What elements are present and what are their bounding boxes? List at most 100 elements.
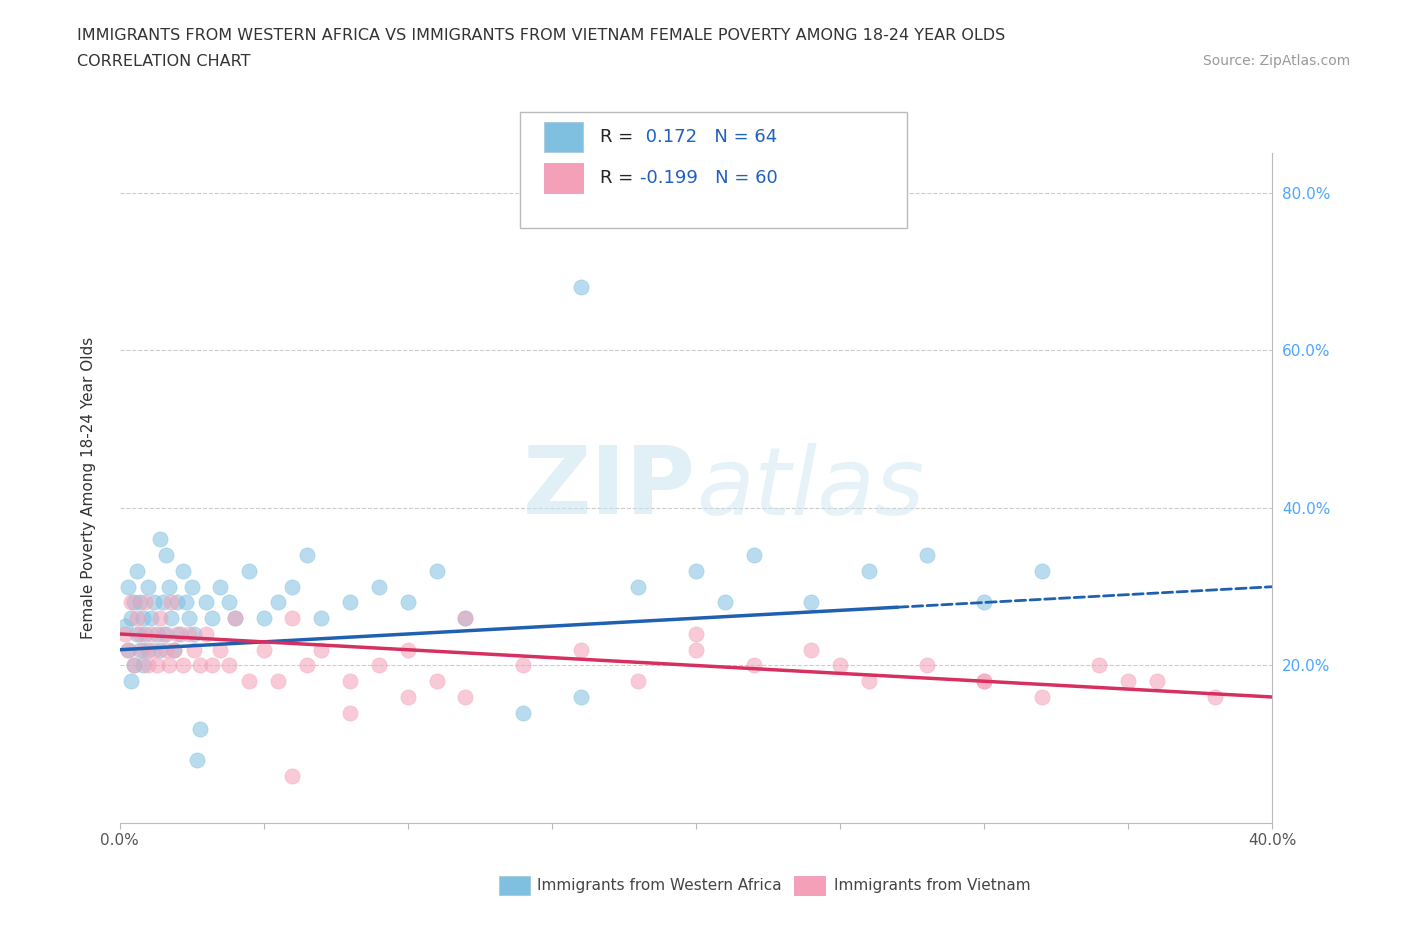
Text: CORRELATION CHART: CORRELATION CHART	[77, 54, 250, 69]
Point	[209, 579, 232, 594]
Point	[160, 611, 183, 626]
Point	[267, 595, 290, 610]
Point	[685, 564, 707, 578]
Point	[122, 658, 145, 673]
Point	[183, 643, 205, 658]
Point	[180, 579, 202, 594]
Point	[915, 658, 938, 673]
Point	[125, 564, 148, 578]
Point	[188, 721, 211, 736]
Point	[114, 627, 136, 642]
Point	[1116, 674, 1139, 689]
Point	[114, 618, 136, 633]
Point	[152, 627, 174, 642]
Point	[339, 705, 361, 720]
Point	[742, 658, 765, 673]
Text: atlas: atlas	[696, 443, 924, 534]
Point	[267, 674, 290, 689]
Point	[973, 674, 995, 689]
Point	[253, 643, 276, 658]
Point	[160, 595, 183, 610]
Point	[238, 564, 260, 578]
Point	[569, 280, 592, 295]
Point	[117, 643, 139, 658]
Point	[169, 627, 191, 642]
Point	[512, 705, 534, 720]
Point	[201, 658, 224, 673]
Text: R =: R =	[600, 127, 640, 146]
Point	[1031, 564, 1053, 578]
Point	[281, 768, 304, 783]
Point	[128, 643, 150, 658]
Point	[396, 643, 419, 658]
Point	[218, 595, 240, 610]
Point	[155, 643, 177, 658]
Point	[157, 579, 180, 594]
Point	[146, 627, 169, 642]
Point	[125, 627, 148, 642]
Point	[138, 658, 160, 673]
Point	[138, 579, 160, 594]
Point	[134, 627, 156, 642]
Point	[128, 595, 150, 610]
Point	[224, 611, 246, 626]
Point	[858, 564, 880, 578]
Point	[122, 658, 145, 673]
Point	[828, 658, 851, 673]
Point	[425, 674, 447, 689]
Point	[143, 643, 166, 658]
Point	[973, 595, 995, 610]
Point	[186, 752, 208, 767]
Point	[177, 627, 200, 642]
Point	[146, 658, 169, 673]
Y-axis label: Female Poverty Among 18-24 Year Olds: Female Poverty Among 18-24 Year Olds	[82, 338, 96, 640]
Point	[915, 548, 938, 563]
Point	[218, 658, 240, 673]
Point	[117, 579, 139, 594]
Point	[120, 595, 142, 610]
Point	[143, 595, 166, 610]
Point	[152, 595, 174, 610]
Point	[295, 548, 318, 563]
Point	[627, 579, 650, 594]
Point	[172, 564, 194, 578]
Point	[224, 611, 246, 626]
Point	[339, 674, 361, 689]
Point	[281, 611, 304, 626]
Point	[117, 643, 139, 658]
Text: ZIP: ZIP	[523, 443, 696, 534]
Point	[425, 564, 447, 578]
Point	[120, 674, 142, 689]
Point	[188, 658, 211, 673]
Point	[128, 627, 150, 642]
Point	[454, 689, 477, 704]
Point	[141, 611, 163, 626]
Point	[131, 643, 153, 658]
Point	[194, 595, 217, 610]
Point	[295, 658, 318, 673]
Point	[209, 643, 232, 658]
Point	[685, 643, 707, 658]
Text: R =: R =	[600, 168, 640, 187]
Point	[368, 658, 391, 673]
Point	[569, 689, 592, 704]
Text: Immigrants from Western Africa: Immigrants from Western Africa	[537, 878, 782, 893]
Point	[396, 689, 419, 704]
Point	[149, 532, 172, 547]
Point	[201, 611, 224, 626]
Point	[174, 595, 197, 610]
Point	[512, 658, 534, 673]
Point	[800, 595, 823, 610]
Point	[309, 643, 333, 658]
Point	[155, 548, 177, 563]
Point	[172, 658, 194, 673]
Point	[141, 627, 163, 642]
Point	[627, 674, 650, 689]
Point	[131, 658, 153, 673]
Text: -0.199   N = 60: -0.199 N = 60	[640, 168, 778, 187]
Point	[973, 674, 995, 689]
Point	[1146, 674, 1168, 689]
Point	[1204, 689, 1226, 704]
Point	[163, 643, 186, 658]
Point	[134, 595, 156, 610]
